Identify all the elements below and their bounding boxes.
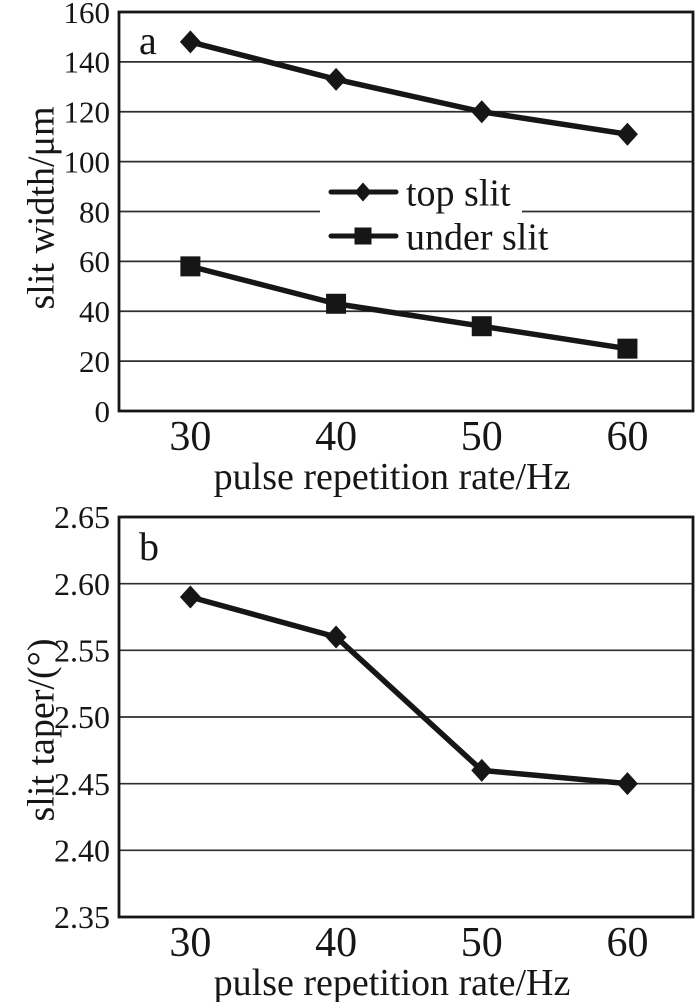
- x-tick-label: 60: [606, 414, 648, 460]
- legend-label: top slit: [406, 173, 511, 215]
- y-tick-label: 100: [64, 144, 111, 179]
- y-tick-label: 0: [95, 394, 111, 429]
- chart-a-panel: 0 20 40 60 80 100 120 140 160 30 40 50 60 pulse repet…: [20, 0, 695, 498]
- data-point-square: [617, 338, 638, 359]
- y-tick-label: 2.50: [54, 699, 110, 735]
- data-point-diamond: [471, 758, 493, 782]
- series-line-slit-taper: [187, 594, 631, 787]
- legend-label: under slit: [406, 217, 549, 259]
- data-point-square: [471, 316, 492, 337]
- y-tick-label: 2.40: [54, 833, 110, 869]
- panel-letter: b: [139, 524, 159, 569]
- x-axis-title: pulse repetition rate/Hz: [214, 962, 571, 1002]
- data-point-diamond: [179, 30, 201, 54]
- series-line-under-slit: [187, 263, 631, 352]
- y-axis-title: slit width/μm: [20, 106, 62, 309]
- plot-frame: [117, 10, 695, 413]
- data-point-square: [180, 256, 201, 277]
- y-tick-label: 2.35: [54, 899, 110, 935]
- legend-marker-square: [354, 227, 372, 245]
- y-tick-label: 160: [64, 0, 111, 30]
- y-tick-label: 140: [64, 45, 111, 80]
- chart-b-panel: 2.35 2.40 2.45 2.50 2.55 2.60 2.65 30 40 50 60 puls…: [20, 499, 695, 1004]
- series-line-top-slit: [187, 39, 631, 137]
- data-point-diamond: [325, 67, 347, 91]
- y-tick-label: 20: [79, 344, 110, 379]
- x-tick-label: 50: [461, 414, 503, 460]
- data-point-diamond: [325, 625, 347, 649]
- x-axis-title: pulse repetition rate/Hz: [214, 456, 571, 498]
- data-point-diamond: [616, 122, 638, 146]
- x-tick-label: 40: [315, 414, 357, 460]
- data-point-diamond: [616, 772, 638, 796]
- y-tick-label: 80: [79, 194, 110, 229]
- legend-marker-diamond: [354, 182, 372, 202]
- plot-frame: [117, 515, 695, 919]
- y-axis-title: slit taper/(°): [20, 639, 62, 822]
- y-tick-label: 2.65: [54, 499, 110, 535]
- data-point-diamond: [471, 100, 493, 124]
- panel-letter: a: [139, 18, 157, 63]
- x-tick-label: 30: [169, 414, 211, 460]
- y-tick-label: 60: [79, 244, 110, 279]
- x-tick-label: 50: [461, 920, 503, 966]
- x-tick-label: 40: [315, 920, 357, 966]
- data-point-square: [326, 293, 347, 314]
- y-tick-label: 2.55: [54, 633, 110, 669]
- y-tick-label: 40: [79, 294, 110, 329]
- x-tick-label: 60: [606, 920, 648, 966]
- y-tick-label: 120: [64, 95, 111, 130]
- data-point-diamond: [179, 585, 201, 609]
- y-tick-label: 2.45: [54, 766, 110, 802]
- y-tick-label: 2.60: [54, 566, 110, 602]
- x-tick-label: 30: [169, 920, 211, 966]
